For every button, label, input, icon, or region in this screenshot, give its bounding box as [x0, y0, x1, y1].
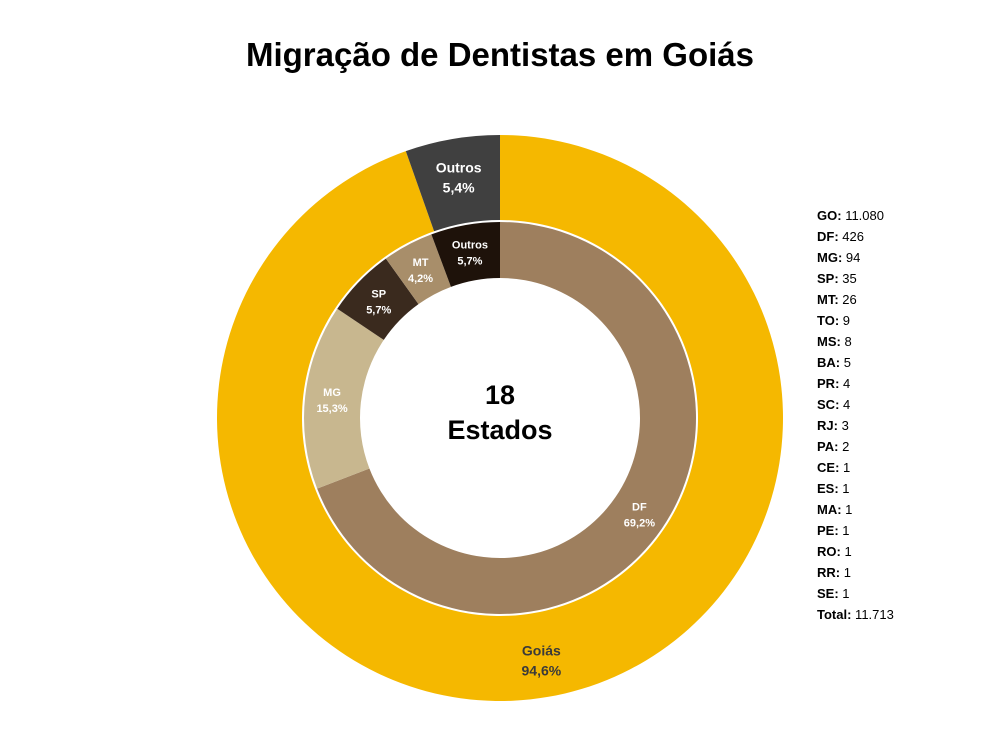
legend-item: PA: 2 [817, 439, 850, 454]
legend-item: MT: 26 [817, 292, 857, 307]
outer-slice-pct: 5,4% [443, 180, 475, 196]
center-caption: Estados [447, 415, 553, 445]
legend-key: DF [817, 229, 835, 244]
legend-item: CE: 1 [817, 460, 851, 475]
outer-slice-label: Outros [436, 160, 482, 176]
inner-slice-label: MT [413, 257, 429, 269]
chart-title: Migração de Dentistas em Goiás [245, 36, 754, 73]
legend-key: RJ [817, 418, 834, 433]
legend-value: 9 [839, 313, 851, 328]
inner-slice-df [317, 222, 696, 614]
legend-item: PE: 1 [817, 523, 850, 538]
legend-item: RJ: 3 [817, 418, 849, 433]
legend-value: 1 [839, 460, 851, 475]
legend-key: PA [817, 439, 835, 454]
inner-slice-pct: 15,3% [316, 403, 347, 415]
legend: GO: 11.080 DF: 426 MG: 94 SP: 35 MT: 26 TO: 9… [817, 205, 894, 625]
legend-key: PE [817, 523, 835, 538]
center-count: 18 [484, 380, 516, 410]
legend-value: 11.713 [851, 607, 894, 622]
legend-key: ES [817, 481, 835, 496]
inner-slice-mg [304, 308, 384, 489]
legend-item: BA: 5 [817, 355, 851, 370]
legend-key: RR [817, 565, 836, 580]
legend-item: ES: 1 [817, 481, 850, 496]
legend-item: TO: 9 [817, 313, 851, 328]
legend-item: MA: 1 [817, 502, 853, 517]
legend-value: 8 [840, 334, 852, 349]
inner-slice-mt [385, 234, 451, 305]
legend-key: CE [817, 460, 836, 475]
legend-key: TO [817, 313, 835, 328]
legend-item: SP: 35 [817, 271, 857, 286]
legend-item: RO: 1 [817, 544, 852, 559]
legend-value: 1 [840, 565, 851, 580]
legend-item: RR: 1 [817, 565, 851, 580]
legend-item: GO: 11.080 [817, 208, 884, 223]
legend-value: 1 [841, 502, 853, 517]
legend-key: BA [817, 355, 836, 370]
legend-value: 35 [838, 271, 857, 286]
legend-key: RO [817, 544, 837, 559]
legend-item: DF: 426 [817, 229, 864, 244]
legend-value: 1 [838, 481, 850, 496]
legend-key: PR [817, 376, 836, 391]
legend-key: GO [817, 208, 838, 223]
legend-value: 94 [842, 250, 861, 265]
legend-value: 4 [839, 376, 851, 391]
legend-item: PR: 4 [817, 376, 851, 391]
legend-key: MG [817, 250, 838, 265]
legend-key: MT [817, 292, 835, 307]
legend-value: 426 [838, 229, 864, 244]
legend-value: 26 [838, 292, 857, 307]
legend-key: SC [817, 397, 836, 412]
legend-value: 1 [840, 544, 852, 559]
legend-item: MS: 8 [817, 334, 852, 349]
outer-slice-pct: 94,6% [522, 662, 562, 678]
center-label: 18 Estados [400, 378, 600, 448]
inner-slice-sp [337, 258, 419, 340]
outer-slice-label: Goiás [522, 642, 561, 658]
legend-item: MG: 94 [817, 250, 861, 265]
legend-value: 3 [837, 418, 849, 433]
inner-slice-label: DF [632, 502, 647, 514]
legend-value: 2 [838, 439, 850, 454]
inner-slice-pct: 5,7% [366, 304, 391, 316]
legend-key: MS [817, 334, 837, 349]
legend-key: SP [817, 271, 835, 286]
legend-value: 4 [839, 397, 851, 412]
legend-item: SC: 4 [817, 397, 851, 412]
inner-slice-pct: 4,2% [408, 273, 433, 285]
inner-slice-label: Outros [452, 240, 488, 252]
legend-value: 1 [838, 586, 850, 601]
legend-value: 5 [840, 355, 851, 370]
legend-key: SE [817, 586, 835, 601]
legend-key: MA [817, 502, 838, 517]
outer-slice-outros [405, 135, 500, 232]
legend-value: 11.080 [841, 208, 884, 223]
inner-slice-pct: 5,7% [457, 256, 482, 268]
legend-key: Total [817, 607, 848, 622]
legend-item: SE: 1 [817, 586, 850, 601]
inner-slice-label: MG [323, 387, 341, 399]
legend-value: 1 [838, 523, 850, 538]
inner-slice-pct: 69,2% [624, 518, 655, 530]
inner-slice-outros [431, 222, 500, 287]
legend-item: Total: 11.713 [817, 607, 894, 622]
outer-slice-goiás [217, 135, 783, 702]
inner-slice-label: SP [371, 288, 386, 300]
